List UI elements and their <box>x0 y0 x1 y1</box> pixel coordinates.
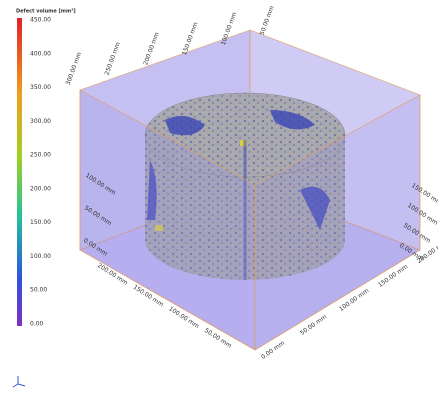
legend-tick-label: 50.00 <box>30 287 47 294</box>
colorbar <box>17 18 22 326</box>
legend-title: Defect volume [mm³] <box>16 9 76 15</box>
legend-tick-label: 300.00 <box>30 118 51 125</box>
scene: Defect volume [mm³] 450.00 400.00 350.00 30… <box>0 0 438 397</box>
viewer: Defect volume [mm³] 450.00 400.00 350.00 30… <box>0 0 438 397</box>
legend-tick-label: 250.00 <box>30 152 51 159</box>
legend-tick-label: 400.00 <box>30 50 51 57</box>
axis-label: 300.00 mm <box>65 51 83 86</box>
legend-tick-label: 200.00 <box>30 185 51 192</box>
axis-label: 200.00 mm <box>142 31 160 66</box>
axis-label: 50.00 mm <box>259 5 276 36</box>
legend-tick-label: 150.00 <box>30 219 51 226</box>
axis-label: 250.00 mm <box>104 41 122 76</box>
legend-tick-label: 0.00 <box>30 321 44 328</box>
legend-tick-label: 450.00 <box>30 17 51 24</box>
orientation-gizmo <box>13 376 25 387</box>
legend-tick-label: 100.00 <box>30 253 51 260</box>
legend-tick-label: 350.00 <box>30 84 51 91</box>
